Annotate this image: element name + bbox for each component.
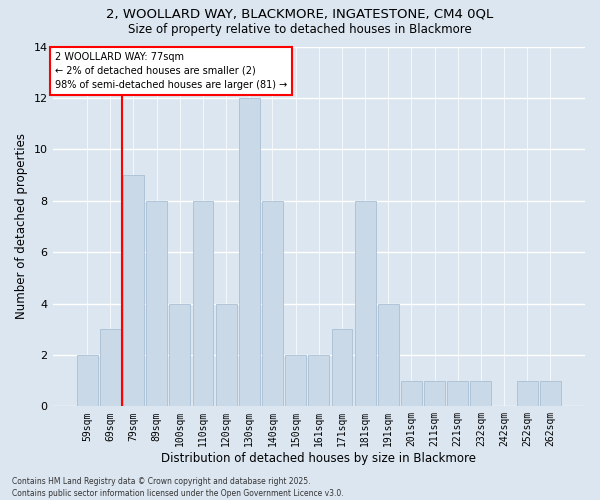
X-axis label: Distribution of detached houses by size in Blackmore: Distribution of detached houses by size … (161, 452, 476, 465)
Text: Size of property relative to detached houses in Blackmore: Size of property relative to detached ho… (128, 22, 472, 36)
Bar (448, 380, 468, 406)
Bar (332, 329, 352, 406)
Bar (193, 200, 214, 406)
Y-axis label: Number of detached properties: Number of detached properties (15, 134, 28, 320)
Bar (285, 355, 306, 406)
Text: Contains HM Land Registry data © Crown copyright and database right 2025.
Contai: Contains HM Land Registry data © Crown c… (12, 476, 344, 498)
Bar (378, 304, 398, 406)
Bar (308, 355, 329, 406)
Bar (146, 200, 167, 406)
Bar (540, 380, 561, 406)
Bar (401, 380, 422, 406)
Bar (239, 98, 260, 406)
Bar (424, 380, 445, 406)
Bar (262, 200, 283, 406)
Bar (517, 380, 538, 406)
Bar (100, 329, 121, 406)
Bar (216, 304, 236, 406)
Bar (123, 175, 144, 406)
Bar (169, 304, 190, 406)
Bar (355, 200, 376, 406)
Bar (470, 380, 491, 406)
Text: 2 WOOLLARD WAY: 77sqm
← 2% of detached houses are smaller (2)
98% of semi-detach: 2 WOOLLARD WAY: 77sqm ← 2% of detached h… (55, 52, 287, 90)
Bar (77, 355, 98, 406)
Text: 2, WOOLLARD WAY, BLACKMORE, INGATESTONE, CM4 0QL: 2, WOOLLARD WAY, BLACKMORE, INGATESTONE,… (106, 8, 494, 20)
